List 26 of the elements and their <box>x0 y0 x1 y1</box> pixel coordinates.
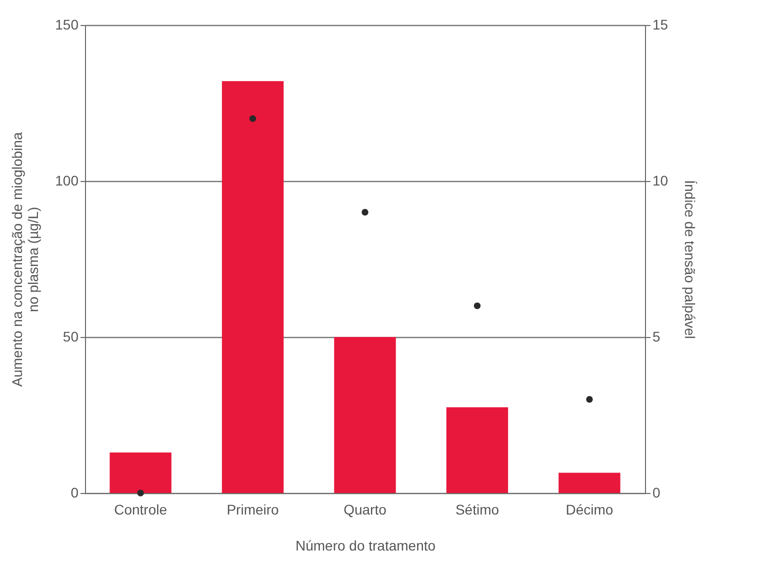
point <box>137 490 144 496</box>
y2-axis-title: Índice de tensão palpável <box>682 180 698 339</box>
point <box>586 396 593 403</box>
y-tick-label: 150 <box>55 16 79 32</box>
x-tick-label: Quarto <box>344 502 387 518</box>
y-axis-title: Aumento na concentração de mioglobina no plasma (µg/L) <box>9 132 42 387</box>
point <box>474 302 481 310</box>
bar <box>110 452 172 493</box>
y2-tick-label: 0 <box>652 484 660 500</box>
y-tick-label: 100 <box>55 172 79 188</box>
y-tick-label: 0 <box>70 484 79 500</box>
bar <box>222 81 284 493</box>
y2-tick-label: 10 <box>652 172 668 188</box>
y2-tick-label: 15 <box>652 16 668 32</box>
x-tick-label: Sétimo <box>455 502 500 518</box>
bar <box>334 337 396 493</box>
bar <box>558 472 620 493</box>
y2-tick-label: 5 <box>652 328 660 344</box>
x-axis-title: Número do tratamento <box>295 538 436 554</box>
point <box>249 115 256 122</box>
x-tick-label: Décimo <box>566 502 614 518</box>
bar <box>446 407 508 493</box>
y-tick-label: 50 <box>62 328 79 344</box>
x-tick-label: Primeiro <box>226 502 280 518</box>
point <box>362 208 368 216</box>
x-tick-label: Controle <box>114 502 168 518</box>
